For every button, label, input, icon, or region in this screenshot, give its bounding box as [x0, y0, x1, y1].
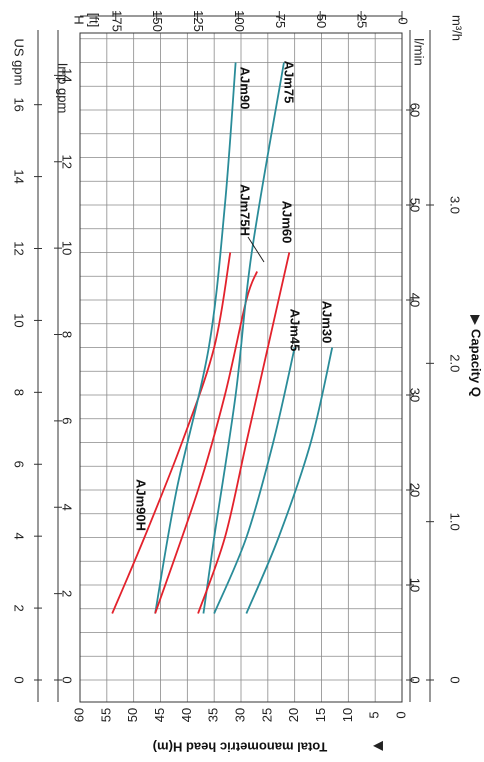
curve-ajm90h: [111, 252, 232, 614]
curve-ajm90: [154, 62, 237, 614]
plot-frame: [79, 32, 403, 703]
curve-label-ajm30: AJm30: [320, 301, 335, 344]
tick-label-usgpm: 10: [12, 313, 27, 327]
tick-label-impgpm: 6: [60, 417, 75, 424]
tick-label-impgpm: 12: [60, 155, 75, 169]
tick-label-head-m: 5: [367, 711, 382, 718]
tick-label-usgpm: 14: [12, 169, 27, 183]
tick-label-impgpm: 4: [60, 504, 75, 511]
tick-label-impgpm: 10: [60, 241, 75, 255]
tick-label-head-m: 40: [179, 708, 194, 722]
ft-header-unit: [ft]: [87, 13, 102, 27]
tick-label-head-ft: 50: [314, 14, 329, 28]
tick-label-head-m: 50: [125, 708, 140, 722]
curve-label-ajm45: AJm45: [288, 309, 303, 352]
m3h-label: m³/h: [450, 15, 465, 41]
tick-label-head-ft: 175: [109, 10, 124, 32]
tick-label-lmin: 0: [408, 676, 423, 683]
tick-label-head-m: 35: [206, 708, 221, 722]
tick-label-lmin: 40: [408, 293, 423, 307]
tick-label-usgpm: 12: [12, 241, 27, 255]
tick-label-m3h: 3.0: [448, 196, 463, 214]
tick-label-lmin: 20: [408, 483, 423, 497]
label-leader-ajm75h: [247, 236, 265, 263]
curve-ajm75: [202, 62, 285, 614]
impgpm-label: Imp gpm: [56, 63, 71, 114]
tick-label-lmin: 30: [408, 388, 423, 402]
tick-label-usgpm: 2: [12, 604, 27, 611]
curve-label-ajm75: AJm75: [282, 61, 297, 104]
tick-label-m3h: 1.0: [448, 513, 463, 531]
tick-label-usgpm: 8: [12, 389, 27, 396]
curve-ajm45: [213, 347, 296, 614]
axis-title-head: Total manometric head H(m): [153, 740, 328, 755]
curve-label-ajm60: AJm60: [280, 201, 295, 244]
tick-label-head-m: 0: [393, 711, 408, 718]
tick-label-head-m: 15: [313, 708, 328, 722]
tick-label-m3h: 0: [448, 676, 463, 683]
tick-label-impgpm: 2: [60, 590, 75, 597]
tick-label-impgpm: 0: [60, 676, 75, 683]
tick-label-head-ft: 0: [396, 17, 411, 24]
tick-label-head-m: 55: [98, 708, 113, 722]
lmin-label: l/min: [412, 38, 427, 65]
tick-label-head-ft: 100: [232, 10, 247, 32]
tick-label-lmin: 60: [408, 103, 423, 117]
plot-grid: [79, 32, 403, 703]
tick-label-head-ft: 75: [273, 14, 288, 28]
tick-label-head-m: 10: [340, 708, 355, 722]
tick-label-usgpm: 4: [12, 533, 27, 540]
curve-ajm60: [197, 252, 291, 614]
tick-label-lmin: 10: [408, 578, 423, 592]
tick-label-impgpm: 14: [60, 68, 75, 82]
tick-label-head-ft: 25: [355, 14, 370, 28]
axis-arrow-capacity: ▶: [469, 315, 484, 325]
ft-header-h: H: [72, 15, 87, 24]
tick-label-m3h: 2.0: [448, 354, 463, 372]
tick-label-usgpm: 6: [12, 461, 27, 468]
curve-ajm30: [245, 347, 334, 614]
tick-label-head-m: 25: [259, 708, 274, 722]
performance-curves: AJm90H AJm90 AJm75H AJm75 AJm60 AJm45 AJm30: [111, 61, 335, 614]
tick-label-impgpm: 8: [60, 331, 75, 338]
tick-label-head-m: 20: [286, 708, 301, 722]
tick-label-usgpm: 16: [12, 97, 27, 111]
usgpm-label: US gpm: [12, 39, 27, 86]
tick-label-head-m: 60: [71, 708, 86, 722]
tick-label-usgpm: 0: [12, 676, 27, 683]
tick-label-head-ft: 125: [191, 10, 206, 32]
tick-label-lmin: 50: [408, 198, 423, 212]
curve-label-ajm90h: AJm90H: [134, 479, 149, 531]
axis-arrow-head: ▶: [373, 740, 383, 755]
tick-label-head-m: 45: [152, 708, 167, 722]
tick-label-head-ft: 150: [150, 10, 165, 32]
tick-label-head-m: 30: [232, 708, 247, 722]
curve-label-ajm90: AJm90: [238, 67, 253, 110]
curve-ajm75h: [154, 271, 258, 614]
curve-label-ajm75h: AJm75H: [238, 184, 253, 236]
axis-title-capacity: Capacity Q: [469, 329, 484, 397]
